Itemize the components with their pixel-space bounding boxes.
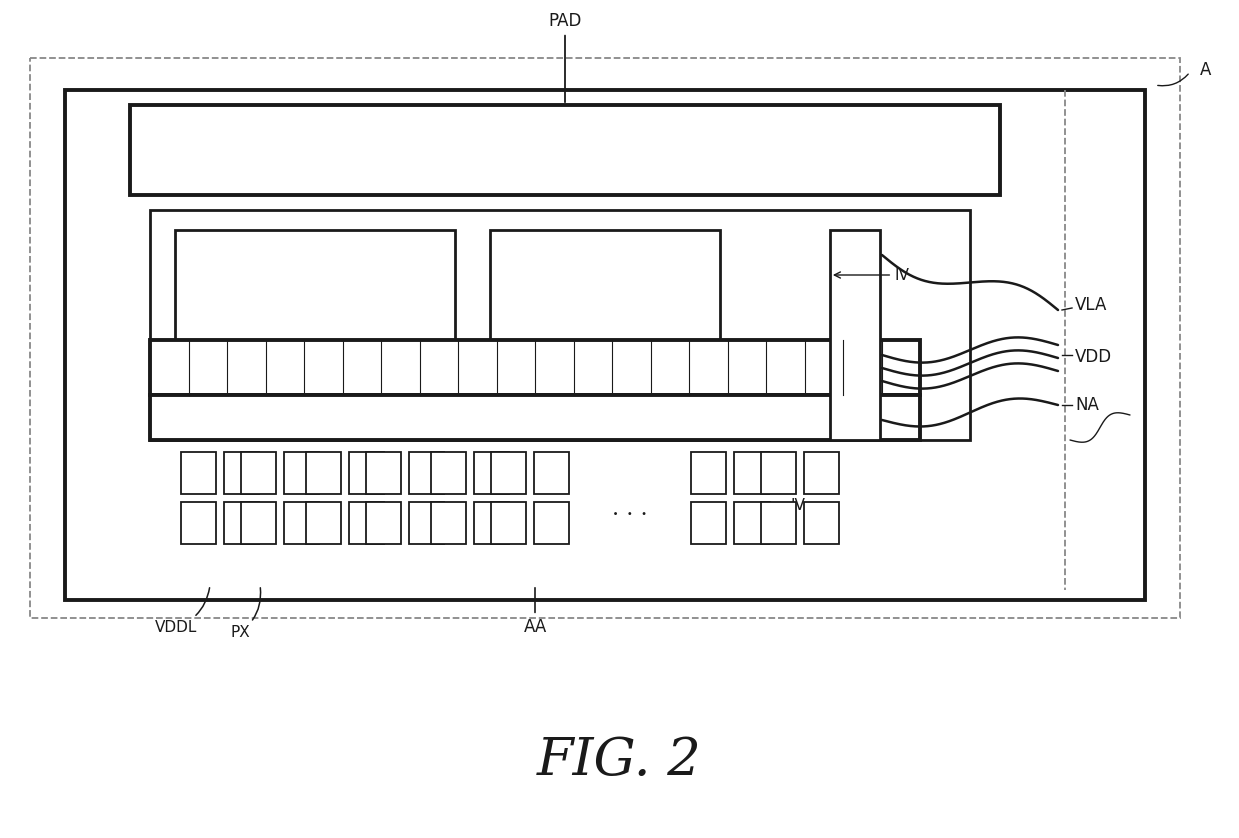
Bar: [431, 502, 466, 544]
Bar: [534, 452, 569, 494]
Bar: [475, 452, 509, 494]
Bar: [150, 440, 921, 585]
Bar: [761, 452, 795, 494]
Bar: [30, 58, 1180, 618]
Text: · · ·: · · ·: [612, 504, 648, 526]
Bar: [130, 195, 1000, 555]
Bar: [150, 395, 921, 440]
Bar: [224, 502, 259, 544]
Bar: [733, 502, 769, 544]
Text: VDDL: VDDL: [155, 587, 209, 635]
Bar: [242, 452, 276, 494]
Bar: [491, 452, 527, 494]
Text: VLA: VLA: [1075, 296, 1108, 314]
Text: A: A: [1201, 61, 1212, 79]
Bar: [64, 90, 1145, 600]
Bar: [242, 502, 276, 544]
Text: IV: IV: [834, 267, 909, 282]
Text: AA: AA: [523, 587, 546, 636]
Bar: [761, 502, 795, 544]
Bar: [349, 502, 384, 544]
Bar: [366, 502, 401, 544]
Text: PX: PX: [230, 587, 260, 640]
Bar: [491, 502, 527, 544]
Bar: [475, 502, 509, 544]
Bar: [804, 502, 839, 544]
Bar: [409, 502, 444, 544]
Text: PAD: PAD: [549, 12, 581, 102]
Bar: [349, 452, 384, 494]
Bar: [284, 452, 318, 494]
Bar: [224, 452, 259, 494]
Bar: [150, 340, 921, 395]
Bar: [534, 502, 569, 544]
Bar: [830, 230, 880, 440]
Bar: [150, 210, 970, 440]
Bar: [366, 452, 401, 494]
Bar: [181, 502, 216, 544]
Bar: [691, 502, 726, 544]
Bar: [733, 452, 769, 494]
Bar: [306, 502, 341, 544]
Text: NA: NA: [1075, 396, 1099, 414]
Text: VDD: VDD: [1075, 348, 1113, 366]
Bar: [306, 452, 341, 494]
Bar: [181, 452, 216, 494]
Bar: [489, 230, 720, 415]
Bar: [409, 452, 444, 494]
Bar: [804, 452, 839, 494]
Bar: [431, 452, 466, 494]
Bar: [691, 452, 726, 494]
Bar: [284, 502, 318, 544]
Text: FIG. 2: FIG. 2: [538, 734, 701, 785]
Text: IV: IV: [764, 498, 805, 513]
Bar: [130, 105, 1000, 195]
Bar: [175, 230, 455, 415]
